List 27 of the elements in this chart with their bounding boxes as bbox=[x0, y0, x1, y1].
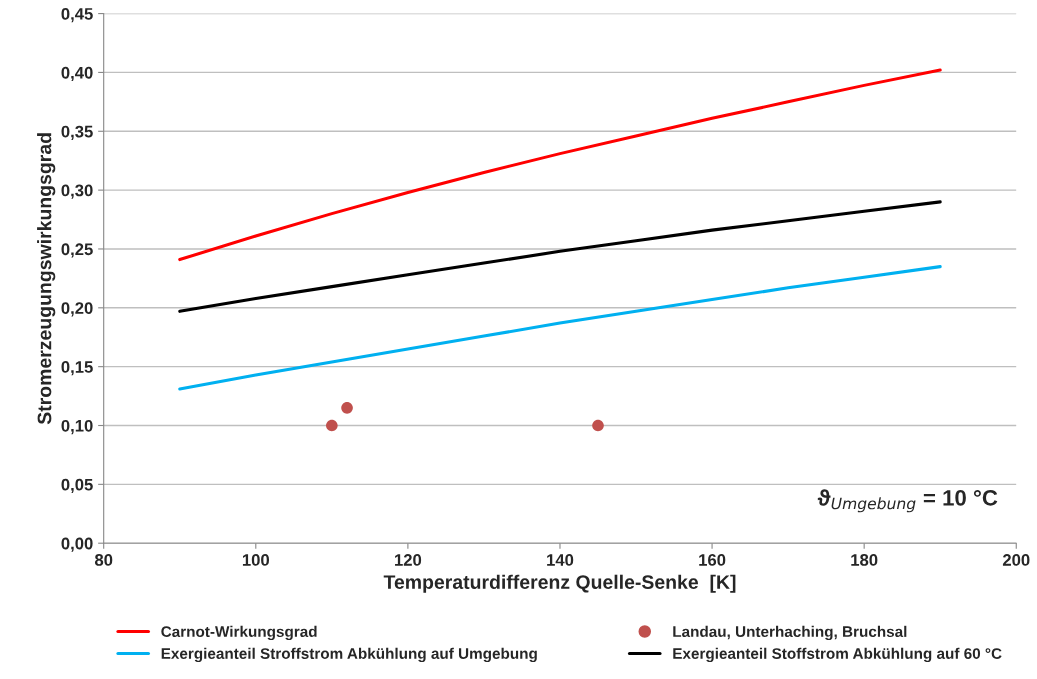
x-tick-label: 200 bbox=[1002, 554, 1030, 566]
y-tick-label: 0,00 bbox=[61, 537, 93, 552]
y-tick-label: 0,30 bbox=[61, 184, 93, 199]
line-series bbox=[178, 265, 942, 391]
x-tick-label: 160 bbox=[699, 554, 726, 566]
y-tick-label: 0,40 bbox=[61, 66, 93, 82]
y-tick-label: 0,15 bbox=[61, 361, 93, 376]
x-tick-label: 120 bbox=[395, 554, 422, 566]
x-axis-title: Temperaturdifferenz Quelle-Senke [K] bbox=[383, 574, 736, 593]
x-tick-label: 100 bbox=[242, 554, 270, 566]
annotation: ϑ$_{Umgebung}$ = 10 °C bbox=[817, 489, 998, 513]
y-tick-label: 0,25 bbox=[61, 243, 93, 258]
x-tick-label: 180 bbox=[851, 554, 878, 566]
line-series bbox=[178, 68, 942, 262]
x-tick-label: 80 bbox=[94, 554, 113, 566]
legend-label: Carnot-Wirkungsgrad bbox=[161, 625, 317, 641]
legend-label: Exergieanteil Stoffstrom Abkühlung auf 60 °C bbox=[673, 647, 1002, 663]
legend-label: Landau, Unterhaching, Bruchsal bbox=[673, 625, 907, 641]
legend-label: Exergieanteil Stroffstrom Abkühlung auf Umgebung bbox=[161, 647, 537, 663]
line-series bbox=[178, 200, 942, 313]
y-tick-label: 0,45 bbox=[61, 7, 93, 23]
y-tick-label: 0,20 bbox=[61, 302, 93, 317]
y-tick-label: 0,05 bbox=[61, 478, 93, 493]
x-tick-label: 140 bbox=[547, 554, 574, 566]
y-axis-title: Stromerzeugungswirkungsgrad bbox=[37, 133, 56, 425]
y-tick-label: 0,35 bbox=[61, 125, 93, 140]
y-tick-label: 0,10 bbox=[61, 419, 93, 435]
